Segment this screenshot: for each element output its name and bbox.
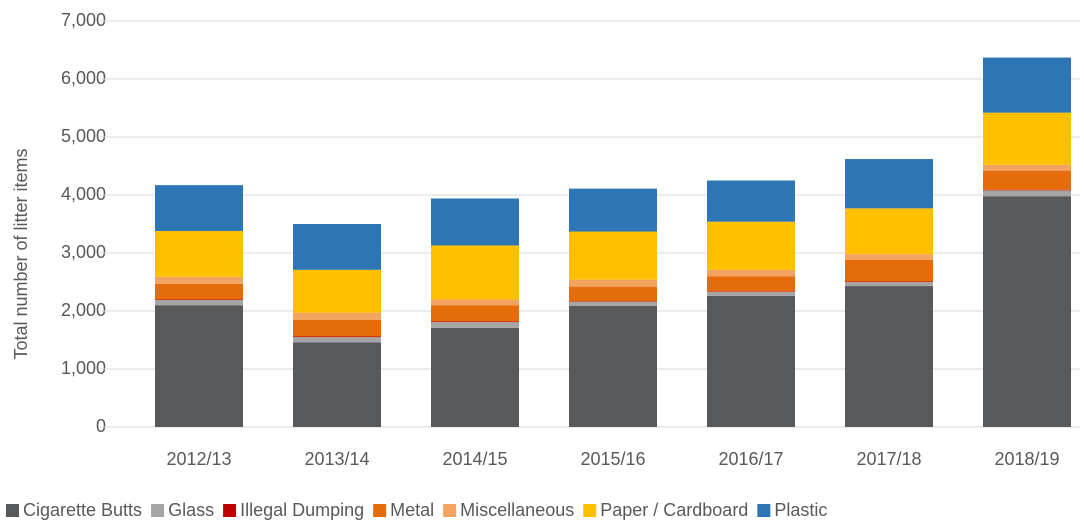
bar-segment xyxy=(431,327,519,427)
bar-segment xyxy=(293,337,381,343)
x-tick-label: 2014/15 xyxy=(442,449,507,469)
bar-segment xyxy=(155,283,243,300)
legend-swatch xyxy=(583,504,597,517)
y-tick-label: 0 xyxy=(96,416,106,436)
y-tick-label: 3,000 xyxy=(61,242,106,262)
bar-segment xyxy=(707,221,795,270)
bar-segment xyxy=(845,282,933,287)
bar-segment xyxy=(293,269,381,313)
bar-segment xyxy=(431,321,519,323)
legend-label: Cigarette Butts xyxy=(23,500,142,520)
bar-segment xyxy=(983,112,1071,165)
x-tick-label: 2017/18 xyxy=(856,449,921,469)
bar-segment xyxy=(569,279,657,287)
legend-swatch xyxy=(151,504,165,517)
y-axis-title: Total number of litter items xyxy=(11,148,31,359)
bar-segment xyxy=(431,299,519,306)
legend-label: Illegal Dumping xyxy=(240,500,364,520)
bar-segment xyxy=(569,286,657,302)
bar-segment xyxy=(569,305,657,427)
bar-segment xyxy=(707,295,795,427)
legend-label: Miscellaneous xyxy=(460,500,574,520)
y-tick-label: 6,000 xyxy=(61,68,106,88)
bar-segment xyxy=(983,57,1071,113)
bar-segment xyxy=(569,188,657,232)
y-tick-label: 2,000 xyxy=(61,300,106,320)
bar-segment xyxy=(293,224,381,270)
bar-segment xyxy=(707,180,795,222)
bar-segment xyxy=(983,189,1071,191)
bar-segment xyxy=(707,291,795,296)
bar-segment xyxy=(569,231,657,280)
bar-segment xyxy=(845,208,933,255)
bar-segment xyxy=(431,245,519,300)
legend-swatch xyxy=(443,504,457,517)
bar-segment xyxy=(569,301,657,306)
bar-segment xyxy=(431,198,519,246)
x-tick-label: 2013/14 xyxy=(304,449,369,469)
bar-segment xyxy=(155,276,243,284)
bar-segment xyxy=(845,286,933,427)
y-tick-label: 7,000 xyxy=(61,10,106,30)
y-tick-label: 4,000 xyxy=(61,184,106,204)
bar-segment xyxy=(293,312,381,320)
bar-segment xyxy=(293,319,381,337)
legend-label: Plastic xyxy=(774,500,827,520)
bar-segment xyxy=(431,322,519,328)
bar-segment xyxy=(845,259,933,282)
bar-segment xyxy=(431,305,519,322)
x-tick-label: 2015/16 xyxy=(580,449,645,469)
legend-label: Metal xyxy=(390,500,434,520)
bar-segment xyxy=(155,305,243,427)
bar-segment xyxy=(707,269,795,277)
bar-segment xyxy=(155,230,243,277)
y-tick-label: 5,000 xyxy=(61,126,106,146)
y-tick-label: 1,000 xyxy=(61,358,106,378)
legend-label: Glass xyxy=(168,500,214,520)
legend-label: Paper / Cardboard xyxy=(600,500,748,520)
bar-segment xyxy=(983,164,1071,171)
bar-segment xyxy=(983,170,1071,190)
bar-segment xyxy=(845,281,933,282)
bar-segment xyxy=(983,190,1071,197)
bar-segment xyxy=(293,342,381,427)
legend-swatch xyxy=(6,504,19,517)
bar-segment xyxy=(707,276,795,292)
bar-segment xyxy=(155,185,243,231)
bar-segment xyxy=(569,301,657,302)
bar-segment xyxy=(983,196,1071,427)
x-tick-label: 2018/19 xyxy=(994,449,1059,469)
bar-segment xyxy=(845,159,933,209)
bar-segment xyxy=(707,291,795,292)
x-tick-label: 2016/17 xyxy=(718,449,783,469)
x-tick-label: 2012/13 xyxy=(166,449,231,469)
bar-segment xyxy=(293,336,381,338)
bar-segment xyxy=(155,299,243,300)
bar-segment xyxy=(155,299,243,306)
legend-swatch xyxy=(223,504,237,517)
bar-segment xyxy=(845,254,933,260)
legend-swatch xyxy=(373,504,387,517)
legend-swatch xyxy=(757,504,771,517)
